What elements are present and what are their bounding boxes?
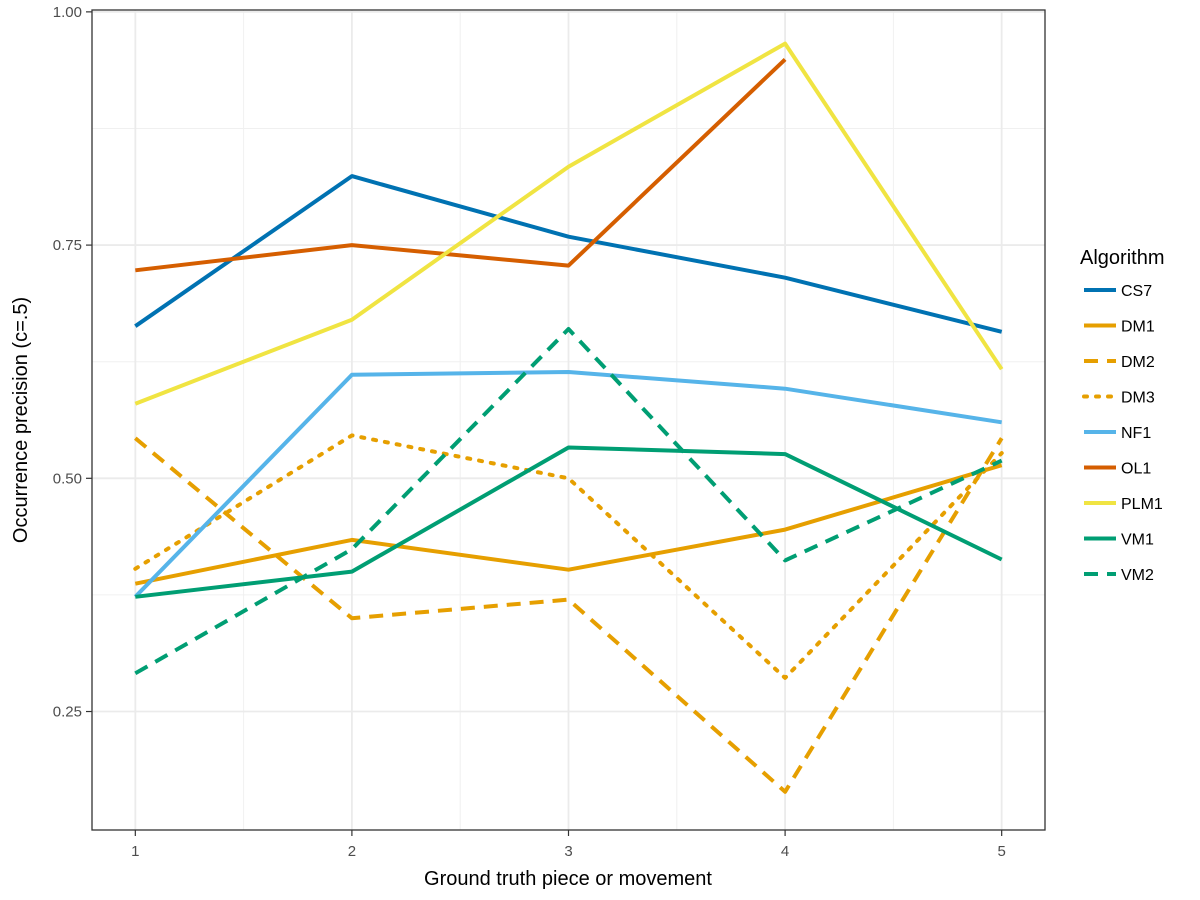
major-gridlines bbox=[92, 10, 1045, 830]
legend-label: VM1 bbox=[1121, 532, 1154, 549]
series-line-vm1 bbox=[135, 445, 1003, 599]
legend-item-nf1: NF1 bbox=[1084, 425, 1151, 442]
legend: Algorithm CS7 DM1 DM2 DM3 NF1 OL1 PLM1 VM1 VM2 bbox=[1080, 247, 1164, 584]
legend-title: Algorithm bbox=[1080, 247, 1164, 269]
y-tick-label: 1.00 bbox=[53, 4, 82, 21]
legend-item-vm2: VM2 bbox=[1084, 567, 1154, 584]
legend-label: VM2 bbox=[1121, 567, 1154, 584]
y-tick-label: 0.25 bbox=[53, 704, 82, 721]
series-line-cs7 bbox=[134, 174, 1003, 334]
x-tick-label: 1 bbox=[131, 843, 139, 860]
x-axis-title: Ground truth piece or movement bbox=[424, 868, 712, 890]
legend-item-dm3: DM3 bbox=[1082, 390, 1155, 407]
y-axis: 0.25 0.50 0.75 1.00 bbox=[53, 4, 92, 721]
series-line-vm2 bbox=[134, 327, 1003, 676]
x-tick-label: 5 bbox=[998, 843, 1006, 860]
legend-label: CS7 bbox=[1121, 283, 1152, 300]
y-tick-label: 0.50 bbox=[53, 470, 82, 487]
legend-label: OL1 bbox=[1121, 461, 1151, 478]
x-axis: 1 2 3 4 5 bbox=[131, 830, 1006, 860]
legend-item-dm1: DM1 bbox=[1084, 319, 1155, 336]
series-line-dm1 bbox=[134, 463, 1003, 586]
legend-item-plm1: PLM1 bbox=[1084, 496, 1163, 513]
series-line-dm2 bbox=[134, 436, 1004, 794]
x-tick-label: 2 bbox=[348, 843, 356, 860]
series-line-ol1 bbox=[135, 57, 787, 273]
x-tick-label: 4 bbox=[781, 843, 789, 860]
legend-item-ol1: OL1 bbox=[1084, 461, 1151, 478]
legend-label: DM1 bbox=[1121, 319, 1155, 336]
y-axis-title: Occurrence precision (c=.5) bbox=[10, 297, 32, 543]
series-line-dm3 bbox=[133, 433, 1004, 680]
y-tick-label: 0.75 bbox=[53, 237, 82, 254]
series-lines bbox=[133, 41, 1004, 794]
legend-items: CS7 DM1 DM2 DM3 NF1 OL1 PLM1 VM1 VM2 bbox=[1082, 283, 1163, 584]
legend-item-cs7: CS7 bbox=[1084, 283, 1152, 300]
legend-item-vm1: VM1 bbox=[1084, 532, 1154, 549]
legend-item-dm2: DM2 bbox=[1084, 354, 1155, 371]
legend-label: PLM1 bbox=[1121, 496, 1163, 513]
legend-label: DM3 bbox=[1121, 390, 1155, 407]
series-line-nf1 bbox=[133, 370, 1003, 599]
legend-label: NF1 bbox=[1121, 425, 1151, 442]
x-tick-label: 3 bbox=[564, 843, 572, 860]
legend-label: DM2 bbox=[1121, 354, 1155, 371]
series-line-plm1 bbox=[134, 41, 1004, 406]
